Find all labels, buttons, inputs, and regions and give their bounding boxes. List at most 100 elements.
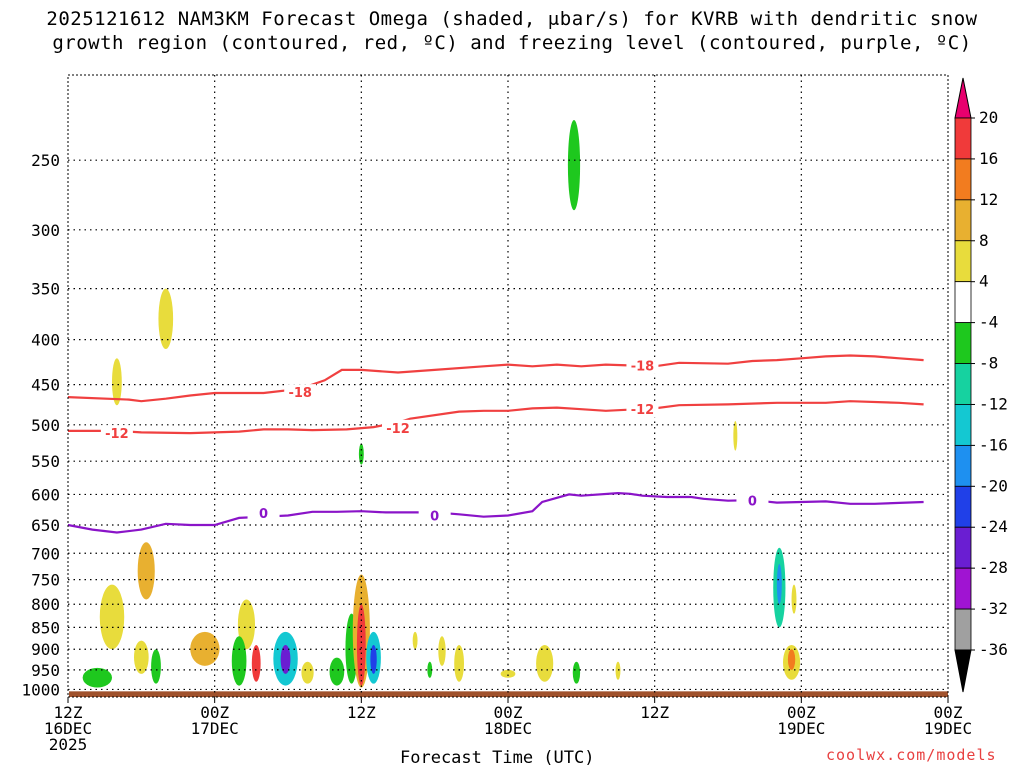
y-tick-label-300: 300 (31, 221, 60, 240)
omega-blob-16 (301, 661, 314, 684)
colorbar-box-3 (954, 240, 972, 283)
omega-blob-24 (427, 661, 433, 678)
colorbar-bottom-arrow (954, 649, 972, 693)
colorbar-box-9 (954, 485, 972, 528)
x-axis-label: Forecast Time (UTC) (400, 748, 595, 768)
y-tick-label-500: 500 (31, 416, 60, 435)
x-tick-label-0-1: 16DEC (44, 719, 92, 738)
colorbar-label-1: 16 (979, 149, 998, 168)
colorbar-box-2 (954, 199, 972, 242)
x-tick-label-0-0: 12Z (54, 703, 83, 722)
colorbar-box-10 (954, 526, 972, 569)
x-tick-label-36-0: 00Z (934, 703, 963, 722)
x-tick-label-18-0: 00Z (494, 703, 523, 722)
contour-label-bg-0 (284, 384, 317, 401)
y-tick-label-900: 900 (31, 640, 60, 659)
x-tick-label-18-1: 18DEC (484, 719, 532, 738)
omega-blob-33 (791, 584, 797, 614)
omega-blob-15 (280, 644, 291, 674)
omega-blob-9 (151, 649, 161, 684)
omega-blob-8 (82, 667, 113, 688)
contour-label-1: -18 (631, 359, 655, 374)
contour-label-bg-4 (626, 401, 659, 418)
omega-blob-6 (137, 542, 155, 600)
source-credit[interactable]: coolwx.com/models (826, 746, 997, 764)
omega-blob-10 (190, 631, 220, 666)
colorbar-label-8: -16 (979, 435, 1008, 454)
y-tick-label-600: 600 (31, 485, 60, 504)
colorbar-box-12 (954, 608, 972, 651)
contour-labels: -18 -18 -12 -12 -12 0 0 0 (100, 357, 769, 524)
colorbar-label-2: 12 (979, 190, 998, 209)
colorbar: 20 16 12 8 4 -4 -8 -12 -16 -20 -24 -28 -32 -36 (954, 77, 1008, 693)
y-tick-label-950: 950 (31, 661, 60, 680)
omega-blob-35 (787, 649, 796, 670)
x-tick-label-30-0: 00Z (787, 703, 816, 722)
x-tick-label-36-1: 19DEC (924, 719, 972, 738)
y-tick-label-800: 800 (31, 595, 60, 614)
contour-label-bg-7 (736, 492, 769, 509)
colorbar-box-4 (954, 281, 972, 324)
colorbar-box-6 (954, 363, 972, 405)
y-tick-label-700: 700 (31, 544, 60, 563)
pressure-gridlines (68, 75, 948, 697)
contour-label-bg-3 (382, 419, 414, 436)
contour-label-3: -12 (386, 422, 410, 437)
omega-blob-1 (158, 288, 174, 350)
y-tick-label-450: 450 (31, 376, 60, 395)
omega-blob-3 (358, 443, 364, 465)
omega-shading (82, 119, 801, 688)
contour-label-6: 0 (430, 509, 439, 524)
ground-surface (69, 691, 948, 697)
omega-blob-4 (733, 420, 738, 451)
omega-blob-0 (567, 119, 581, 211)
omega-blob-11 (237, 599, 255, 650)
colorbar-label-7: -12 (979, 394, 1008, 413)
y-tick-label-1000: 1000 (21, 680, 60, 699)
omega-blob-5 (99, 584, 125, 650)
omega-blob-22 (370, 644, 377, 674)
contour-label-5: 0 (259, 507, 268, 522)
colorbar-label-9: -20 (979, 476, 1008, 495)
colorbar-label-4: 4 (979, 272, 989, 291)
omega-blob-30 (615, 661, 621, 680)
omega-blob-25 (438, 636, 446, 666)
y-tick-label-250: 250 (31, 151, 60, 170)
omega-blob-7 (134, 640, 149, 674)
contour-label-bg-5 (247, 505, 280, 522)
colorbar-box-0 (954, 117, 972, 160)
colorbar-label-6: -8 (979, 354, 998, 373)
x-tick-label-6-0: 00Z (200, 703, 229, 722)
omega-blob-20 (356, 604, 366, 686)
contour-label-bg-2 (100, 425, 133, 442)
y-tick-label-850: 850 (31, 618, 60, 637)
omega-blob-32 (776, 564, 782, 605)
colorbar-label-3: 8 (979, 231, 989, 250)
contour-line--12-1 (68, 400, 924, 435)
colorbar-label-5: -4 (979, 313, 998, 332)
x-tick-label-30-1: 19DEC (777, 719, 825, 738)
y-tick-label-550: 550 (31, 452, 60, 471)
contour-label-7: 0 (748, 495, 757, 510)
contour-label-2: -12 (105, 427, 129, 442)
chart-title-line1: 2025121612 NAM3KM Forecast Omega (shaded… (46, 8, 978, 30)
y-tick-label-650: 650 (31, 516, 60, 535)
colorbar-label-11: -28 (979, 558, 1008, 577)
x-tick-label-12-0: 12Z (347, 703, 376, 722)
omega-blob-29 (572, 661, 581, 684)
y-tick-label-400: 400 (31, 331, 60, 350)
colorbar-box-1 (954, 158, 972, 201)
colorbar-box-5 (954, 322, 972, 364)
contour-line-0-2 (67, 491, 924, 534)
colorbar-top-arrow (954, 77, 972, 119)
colorbar-box-7 (954, 404, 972, 446)
omega-blob-27 (500, 669, 516, 678)
contour-label-bg-6 (418, 507, 451, 524)
contour-label-0: -18 (288, 386, 312, 401)
y-tick-label-750: 750 (31, 571, 60, 590)
colorbar-box-11 (954, 567, 972, 610)
colorbar-label-0: 20 (979, 108, 998, 127)
temperature-contours (67, 354, 924, 534)
colorbar-label-12: -32 (979, 599, 1008, 618)
